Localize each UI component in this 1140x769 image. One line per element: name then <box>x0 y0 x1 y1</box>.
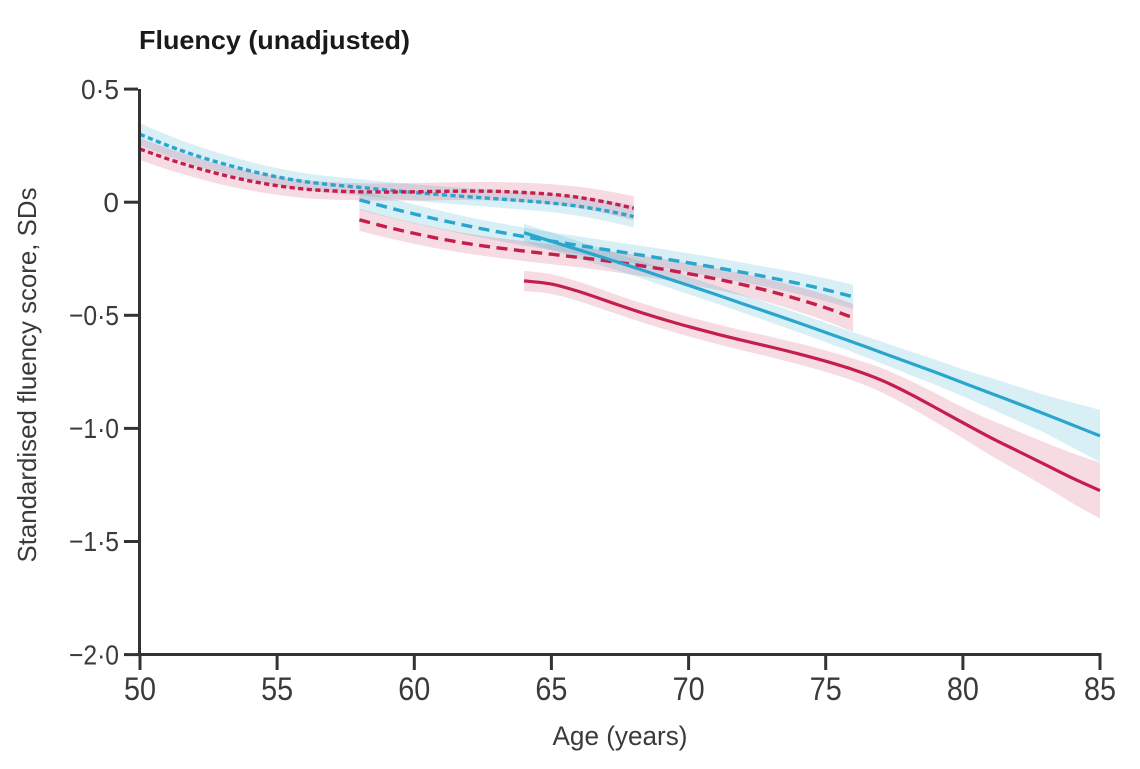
svg-text:55: 55 <box>261 671 293 707</box>
svg-text:Fluency (unadjusted): Fluency (unadjusted) <box>139 25 410 55</box>
svg-text:70: 70 <box>673 671 705 707</box>
svg-text:50: 50 <box>124 671 156 707</box>
svg-text:−0·5: −0·5 <box>69 300 119 331</box>
svg-text:−2·0: −2·0 <box>69 639 119 670</box>
svg-text:65: 65 <box>535 671 567 707</box>
svg-text:0: 0 <box>103 187 119 218</box>
svg-text:60: 60 <box>398 671 430 707</box>
svg-text:0·5: 0·5 <box>81 74 119 105</box>
svg-text:75: 75 <box>810 671 842 707</box>
svg-text:Standardised fluency score, SD: Standardised fluency score, SDs <box>12 188 42 563</box>
svg-text:−1·5: −1·5 <box>69 526 119 557</box>
svg-text:80: 80 <box>947 671 979 707</box>
svg-text:−1·0: −1·0 <box>69 413 119 444</box>
svg-text:85: 85 <box>1084 671 1116 707</box>
svg-text:Age (years): Age (years) <box>553 721 688 751</box>
